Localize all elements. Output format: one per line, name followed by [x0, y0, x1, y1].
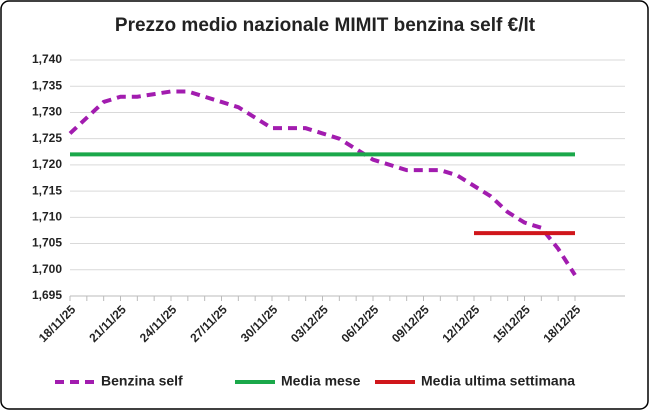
y-tick-label: 1,720 [32, 157, 62, 171]
y-tick-label: 1,730 [32, 105, 62, 119]
y-tick-label: 1,735 [32, 78, 62, 92]
y-tick-label: 1,700 [32, 262, 62, 276]
legend-label: Benzina self [101, 373, 183, 389]
y-tick-label: 1,695 [32, 288, 62, 302]
y-tick-label: 1,740 [32, 52, 62, 66]
y-tick-label: 1,710 [32, 210, 62, 224]
chart-title: Prezzo medio nazionale MIMIT benzina sel… [115, 15, 536, 36]
series-line [68, 89, 577, 277]
y-tick-label: 1,705 [32, 236, 62, 250]
y-tick-label: 1,715 [32, 183, 62, 197]
legend-label: Media mese [281, 373, 361, 389]
legend-label: Media ultima settimana [421, 373, 575, 389]
y-tick-label: 1,725 [32, 131, 62, 145]
